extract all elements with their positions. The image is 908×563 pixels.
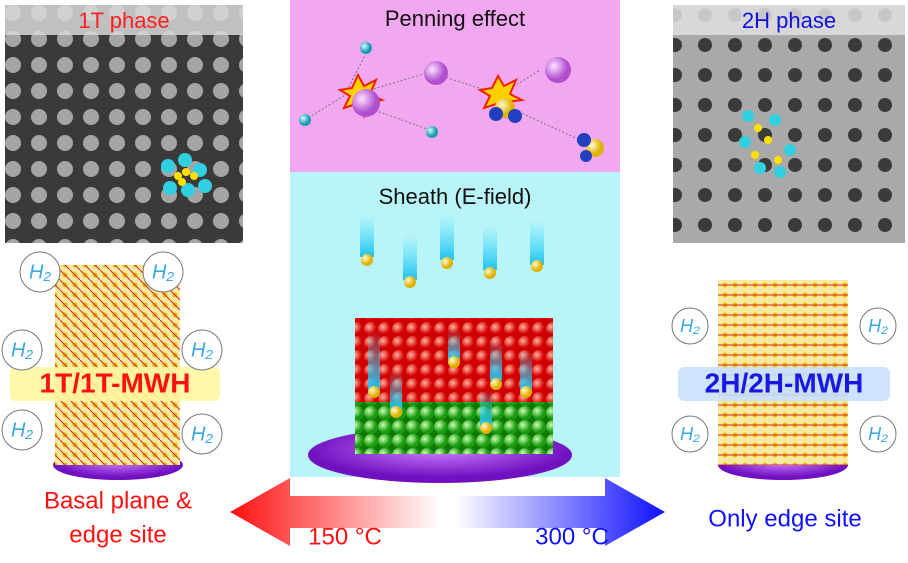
temperature-label: 300 °C xyxy=(535,523,609,550)
atom-overlay xyxy=(739,110,796,178)
h2-bubble xyxy=(19,251,61,293)
temperature-label: 150 °C xyxy=(308,523,382,550)
h2-bubble xyxy=(671,415,709,453)
panel-label: 2H phase xyxy=(742,8,836,33)
structure-label: 1T/1T-MWH xyxy=(40,367,191,398)
ion-beams-in-film xyxy=(368,330,532,434)
penning-panel xyxy=(290,0,620,172)
h2-label: H₂ xyxy=(680,316,700,336)
panel-label: 1T phase xyxy=(78,8,169,33)
h2-label: H₂ xyxy=(29,261,51,283)
h2-label: H₂ xyxy=(11,419,33,441)
result-label: Basal plane & xyxy=(44,487,192,514)
h2-bubble xyxy=(142,251,184,293)
result-label: edge site xyxy=(69,521,166,548)
tem-image-2h xyxy=(673,5,905,243)
arrow-300 xyxy=(455,478,665,546)
atom-overlay xyxy=(161,153,212,197)
tem-image-1t xyxy=(5,5,243,243)
result-label: Only edge site xyxy=(708,505,861,532)
2h-layer xyxy=(355,402,553,454)
h2-label: H₂ xyxy=(191,423,213,445)
h2-bubble xyxy=(181,413,223,455)
h2-bubble xyxy=(859,415,897,453)
label-band xyxy=(673,5,905,35)
panel-title: Sheath (E-field) xyxy=(379,184,532,209)
label-glow xyxy=(678,367,890,401)
h2-label: H₂ xyxy=(11,339,33,361)
label-band xyxy=(5,5,243,35)
h2-label: H₂ xyxy=(868,424,888,444)
structure-label: 2H/2H-MWH xyxy=(705,367,864,398)
ion-beams xyxy=(360,215,544,288)
arrow-150 xyxy=(230,478,440,546)
h2-label: H₂ xyxy=(868,316,888,336)
h2-bubble xyxy=(671,307,709,345)
label-glow xyxy=(10,367,220,401)
h2-bubble xyxy=(1,329,43,371)
h2-label: H₂ xyxy=(191,339,213,361)
h2-bubble xyxy=(1,409,43,451)
panel-title: Penning effect xyxy=(385,6,525,31)
h2-bubble xyxy=(859,307,897,345)
1t-structure xyxy=(55,265,180,465)
h2-label: H₂ xyxy=(152,261,174,283)
h2-label: H₂ xyxy=(680,424,700,444)
h2-bubble xyxy=(181,329,223,371)
penning-particles xyxy=(299,42,604,162)
